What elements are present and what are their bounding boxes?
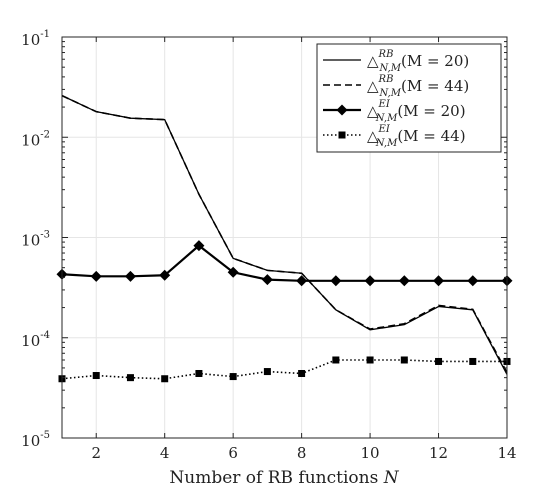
data-point-diamond [433, 275, 445, 287]
data-point-square [161, 375, 169, 383]
data-point-square [229, 373, 237, 381]
legend: △RB N,M(M = 20)△RB N,M(M = 44)△EI N,M(M = 2… [316, 43, 502, 153]
data-point-diamond [261, 274, 273, 286]
legend-label: △RB N,M(M = 20) [367, 49, 469, 74]
series-3 [56, 240, 513, 287]
data-point-diamond [467, 275, 479, 287]
legend-entry: △EI N,M(M = 20) [323, 99, 466, 124]
data-point-diamond [193, 240, 205, 252]
data-point-square [298, 369, 306, 377]
data-point-diamond [159, 269, 171, 281]
legend-entry: △EI N,M(M = 44) [323, 124, 466, 149]
x-tick-label: 14 [497, 444, 516, 462]
data-point-square [263, 368, 271, 376]
x-tick-label: 6 [228, 444, 238, 462]
series-group [56, 94, 513, 383]
data-point-square [338, 131, 346, 139]
x-tick-label: 12 [429, 444, 448, 462]
data-point-diamond [296, 275, 308, 287]
data-point-diamond [227, 266, 239, 278]
data-point-diamond [124, 270, 136, 282]
data-point-square [366, 356, 374, 364]
series-line [61, 94, 508, 373]
y-tick-label: 10-1 [21, 29, 50, 49]
series-line [61, 244, 507, 282]
x-tick-label: 8 [297, 444, 307, 462]
x-tick-label: 10 [361, 444, 380, 462]
data-point-diamond [398, 275, 410, 287]
y-tick-label: 10-2 [21, 129, 50, 149]
data-point-diamond [336, 104, 348, 116]
y-tick-label: 10-3 [21, 230, 50, 250]
data-point-diamond [364, 275, 376, 287]
legend-label: △RB N,M(M = 44) [367, 74, 469, 99]
legend-entry: △RB N,M(M = 44) [323, 74, 469, 99]
y-tick-label: 10-5 [21, 430, 50, 450]
x-axis-label-main: Number of RB functions [169, 468, 383, 488]
data-point-square [332, 356, 340, 364]
x-tick-label: 4 [160, 444, 170, 462]
data-point-diamond [330, 275, 342, 287]
legend-entry: △RB N,M(M = 20) [323, 49, 469, 74]
data-point-square [435, 357, 443, 365]
legend-label: △EI N,M(M = 20) [367, 99, 466, 124]
legend-box [316, 43, 502, 153]
x-tick-label: 2 [91, 444, 101, 462]
series-2 [61, 94, 508, 373]
axes: 2 4 6 8 10 12 14 10-5 10-4 10-3 10-2 10-1 [21, 29, 516, 462]
legend-label: △EI N,M(M = 44) [367, 124, 466, 149]
data-point-square [126, 374, 134, 382]
data-point-square [92, 372, 100, 380]
data-point-square [400, 356, 408, 364]
x-axis-label-var: N [383, 468, 400, 488]
data-point-square [195, 369, 203, 377]
data-point-square [469, 357, 477, 365]
x-axis-label: Number of RB functions N [169, 468, 399, 488]
y-tick-label: 10-4 [21, 330, 50, 350]
data-point-diamond [90, 270, 102, 282]
